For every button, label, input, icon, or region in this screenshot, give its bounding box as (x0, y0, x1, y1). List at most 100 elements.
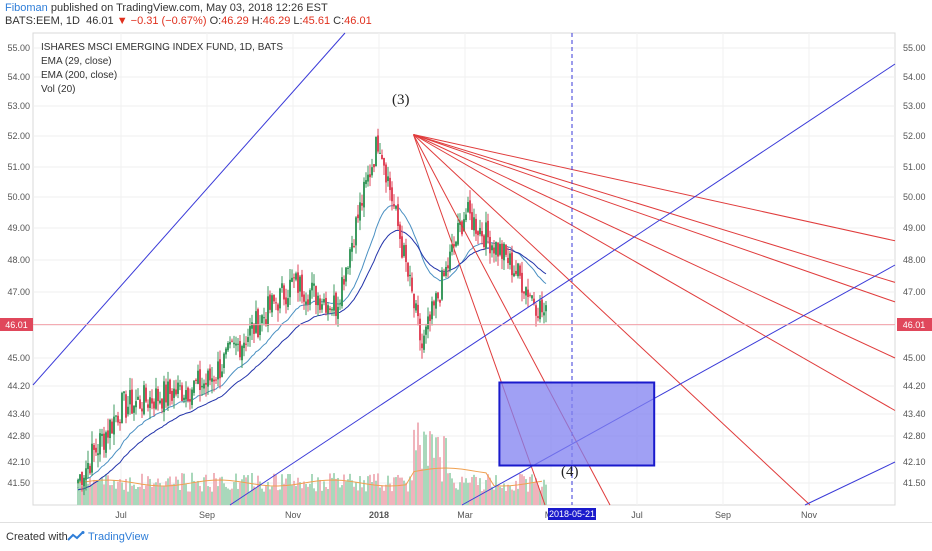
high-value: 46.29 (262, 15, 291, 27)
candle-body (503, 243, 505, 261)
candle-body (335, 292, 337, 316)
candle-body (299, 276, 301, 292)
volume-bar (243, 475, 245, 505)
volume-bar (337, 477, 339, 505)
volume-bar (219, 477, 221, 505)
volume-bar (265, 485, 267, 505)
volume-bar (293, 480, 295, 505)
fib-fan-line (413, 134, 896, 242)
volume-bar (359, 476, 361, 505)
volume-bar (517, 488, 519, 505)
candle-body (391, 187, 393, 202)
candle-body (405, 244, 407, 262)
volume-bar (91, 484, 93, 505)
volume-bar (233, 482, 235, 505)
volume-bar (505, 490, 507, 505)
candle-body (139, 399, 141, 409)
candle-body (167, 381, 169, 406)
volume-bar (249, 491, 251, 505)
wave-4-label: (4) (561, 464, 579, 480)
volume-bar (493, 489, 495, 505)
candle-body (247, 337, 249, 342)
volume-bar (523, 476, 525, 505)
candle-body (293, 277, 295, 279)
volume-bar (417, 422, 419, 505)
candle-body (357, 214, 359, 219)
fib-fan-line (413, 134, 896, 283)
candle-body (541, 299, 543, 313)
volume-bar (489, 477, 491, 505)
price-chart[interactable]: 55.00 54.00 53.00 52.00 51.00 50.00 49.00 48.00… (0, 0, 932, 522)
channel-line-bottom (804, 461, 896, 506)
candle-body (107, 430, 109, 438)
volume-bar (113, 480, 115, 505)
y-tick-label-left: 50.00 (7, 192, 30, 202)
candle-body (511, 252, 513, 276)
volume-bar (429, 431, 431, 505)
candle-body (497, 242, 499, 257)
candle-body (215, 379, 217, 381)
author-link[interactable]: Fiboman (5, 2, 48, 14)
low-label: L: (293, 15, 303, 27)
volume-bar (279, 489, 281, 505)
candle-body (205, 382, 207, 385)
symbol-line: BATS:EEM, 1D 46.01 ▼ −0.31 (−0.67%) O:46… (5, 15, 372, 27)
candle-body (135, 401, 137, 408)
volume-bar (167, 478, 169, 505)
volume-bar (341, 485, 343, 505)
candle-body (431, 301, 433, 320)
candle-body (495, 242, 497, 255)
volume-bar (107, 475, 109, 505)
candle-body (183, 397, 185, 401)
candle-body (245, 343, 247, 345)
candle-body (289, 279, 291, 298)
volume-bar (79, 477, 81, 505)
candle-body (165, 384, 167, 403)
candle-body (399, 224, 401, 239)
candle-body (261, 315, 263, 324)
tradingview-link[interactable]: TradingView (88, 531, 149, 543)
last-price-label-right: 46.01 (903, 320, 926, 330)
candle-body (113, 416, 115, 435)
candle-body (493, 247, 495, 254)
volume-bar (343, 474, 345, 505)
volume-bar (383, 490, 385, 505)
candle-body (463, 219, 465, 232)
volume-bar (241, 479, 243, 505)
candle-body (175, 389, 177, 395)
volume-bar (545, 484, 547, 505)
volume-bar (93, 479, 95, 505)
candle-body (95, 447, 97, 453)
volume-bar (381, 485, 383, 505)
candle-body (127, 406, 129, 415)
volume-bar (427, 465, 429, 505)
volume-bar (463, 482, 465, 505)
candle-body (237, 343, 239, 345)
volume-bar (347, 479, 349, 505)
candle-body (89, 465, 91, 474)
candle-body (421, 343, 423, 349)
y-axis-left: 55.00 54.00 53.00 52.00 51.00 50.00 49.00 48.00… (7, 43, 30, 488)
candle-body (143, 385, 145, 415)
candle-body (403, 245, 405, 257)
candle-body (411, 277, 413, 292)
candle-body (257, 309, 259, 338)
volume-bar (217, 486, 219, 505)
candle-body (359, 202, 361, 221)
candle-body (147, 404, 149, 408)
y-tick-label-right: 47.00 (903, 287, 926, 297)
x-tick-label: Nov (285, 510, 302, 520)
candle-body (239, 341, 241, 358)
volume-bar (411, 480, 413, 505)
candle-body (311, 282, 313, 291)
volume-bar (465, 478, 467, 505)
volume-bar (313, 488, 315, 505)
candle-body (103, 433, 105, 450)
volume-bar (513, 490, 515, 505)
y-tick-label-left: 53.00 (7, 101, 30, 111)
candle-body (385, 164, 387, 183)
candle-body (317, 295, 319, 306)
candle-body (235, 343, 237, 346)
candle-body (339, 303, 341, 305)
x-tick-label: Sep (715, 510, 731, 520)
